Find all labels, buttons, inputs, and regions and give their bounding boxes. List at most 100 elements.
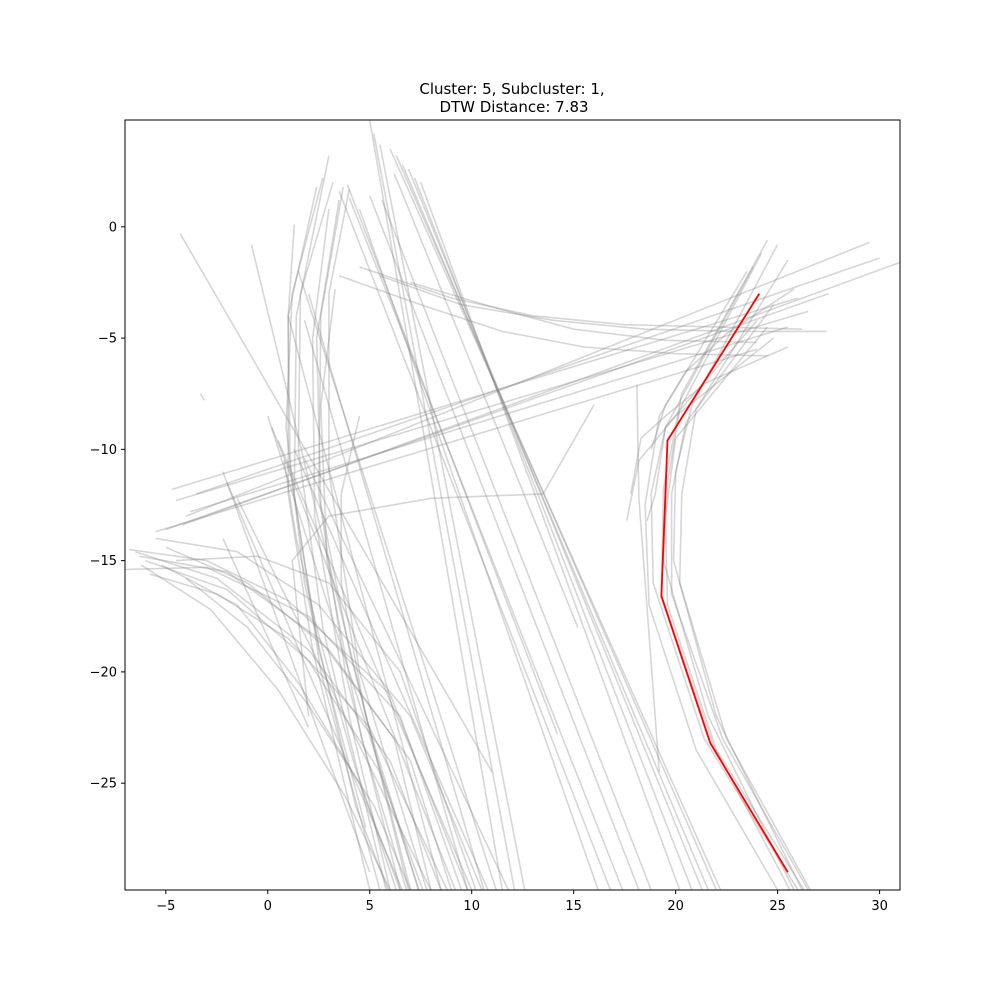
trajectory-line-74 <box>678 259 812 890</box>
trajectory-line-5 <box>389 148 722 890</box>
plot-area-frame <box>124 119 901 891</box>
trajectory-line-47 <box>145 559 424 890</box>
trajectory-line-24 <box>277 440 473 890</box>
x-tick-label: 20 <box>667 899 684 914</box>
trajectory-line-21 <box>250 244 410 890</box>
trajectory-line-6 <box>395 155 718 890</box>
trajectory-line-36 <box>155 348 758 533</box>
trajectory-line-48 <box>161 564 402 890</box>
trajectory-line-34 <box>190 326 789 513</box>
trajectory-line-23 <box>271 426 457 890</box>
trajectory-line-65 <box>340 415 420 890</box>
trajectory-line-19 <box>303 320 469 890</box>
trajectory-line-12 <box>338 190 612 890</box>
trajectory-line-69 <box>670 304 809 890</box>
trajectory-line-63 <box>320 289 408 890</box>
trajectory-line-76 <box>625 337 775 521</box>
trajectory-line-68 <box>664 326 805 890</box>
trajectory-line-13 <box>348 197 624 890</box>
trajectory-line-2 <box>373 133 516 890</box>
trajectory-line-10 <box>419 182 681 890</box>
y-axis: 0 −5 −10 −15 −20 −25 <box>90 220 125 792</box>
trajectory-line-4 <box>393 173 579 628</box>
trajectory-line-53 <box>140 564 391 890</box>
trajectory-line-8 <box>407 168 703 890</box>
trajectory-line-54 <box>293 155 381 890</box>
x-axis: −5 0 5 10 15 20 25 30 <box>156 890 888 914</box>
trajectory-line-31 <box>179 233 493 773</box>
trajectory-line-17 <box>297 271 497 890</box>
trajectory-line-75 <box>646 266 754 521</box>
highlight-series-group <box>660 293 789 873</box>
x-tick-label: 5 <box>366 899 374 914</box>
trajectory-line-57 <box>287 186 371 890</box>
trajectory-line-18 <box>307 293 485 890</box>
trajectory-line-55 <box>285 177 389 890</box>
y-tick-label: 0 <box>109 220 117 235</box>
chart-title-line-2: DTW Distance: 7.83 <box>439 98 588 116</box>
x-tick-label: 30 <box>871 899 888 914</box>
x-tick-label: −5 <box>156 899 175 914</box>
trajectory-line-22 <box>267 415 420 890</box>
trajectory-line-11 <box>346 184 559 735</box>
trajectory-line-80 <box>379 275 827 333</box>
trajectory-line-64 <box>283 460 398 890</box>
trajectory-line-56 <box>297 182 387 890</box>
x-tick-label: 10 <box>463 899 480 914</box>
trajectory-line-43 <box>134 550 442 890</box>
y-tick-label: −20 <box>90 665 117 680</box>
highlight-trajectory-line <box>660 293 789 873</box>
trajectory-line-49 <box>128 548 469 890</box>
trajectory-line-7 <box>401 164 710 890</box>
trajectory-line-41 <box>636 384 661 773</box>
trajectory-line-33 <box>175 310 809 502</box>
y-tick-label: −15 <box>90 554 117 569</box>
trajectory-line-3 <box>379 144 526 890</box>
trajectory-line-28 <box>226 482 404 890</box>
trajectory-line-30 <box>222 538 310 728</box>
trajectory-line-25 <box>293 449 489 890</box>
trajectory-line-46 <box>165 546 453 890</box>
trajectory-line-82 <box>338 275 768 357</box>
trajectory-line-44 <box>139 555 432 890</box>
trajectory-line-35 <box>165 292 829 531</box>
trajectory-line-66 <box>291 404 595 717</box>
trajectory-line-58 <box>318 186 402 890</box>
trajectory-line-29 <box>236 497 432 890</box>
trajectory-line-78 <box>650 288 795 450</box>
trajectory-line-79 <box>359 266 803 330</box>
trajectory-line-52 <box>185 577 412 890</box>
trajectory-line-45 <box>155 537 483 890</box>
trajectory-line-15 <box>368 195 640 890</box>
trajectory-line-50 <box>149 573 448 890</box>
trajectory-line-39 <box>181 261 900 526</box>
x-tick-label: 15 <box>565 899 582 914</box>
trajectory-line-20 <box>287 315 442 890</box>
trajectory-line-14 <box>358 208 599 890</box>
trajectory-line-60 <box>328 188 428 890</box>
trajectory-line-42 <box>125 566 463 890</box>
trajectory-line-40 <box>199 393 206 401</box>
background-series-group <box>125 120 900 890</box>
x-tick-label: 0 <box>264 899 272 914</box>
trajectory-line-61 <box>287 224 367 828</box>
y-tick-label: −25 <box>90 777 117 792</box>
trajectory-line-59 <box>315 199 412 890</box>
trajectory-line-71 <box>662 253 795 890</box>
x-tick-label: 25 <box>769 899 786 914</box>
trajectory-line-9 <box>413 177 693 890</box>
y-tick-label: −10 <box>90 443 117 458</box>
trajectory-line-77 <box>630 346 789 495</box>
trajectory-line-51 <box>175 555 477 890</box>
trajectory-line-16 <box>381 199 652 890</box>
trajectory-line-62 <box>311 208 391 890</box>
trajectory-line-81 <box>410 281 758 344</box>
trajectory-line-70 <box>644 270 779 890</box>
trajectory-line-38 <box>196 257 880 495</box>
trajectory-line-37 <box>185 241 870 517</box>
trajectory-line-26 <box>303 457 510 890</box>
trajectory-line-32 <box>171 297 799 491</box>
trajectory-line-27 <box>222 471 371 873</box>
trajectory-line-1 <box>368 120 504 890</box>
